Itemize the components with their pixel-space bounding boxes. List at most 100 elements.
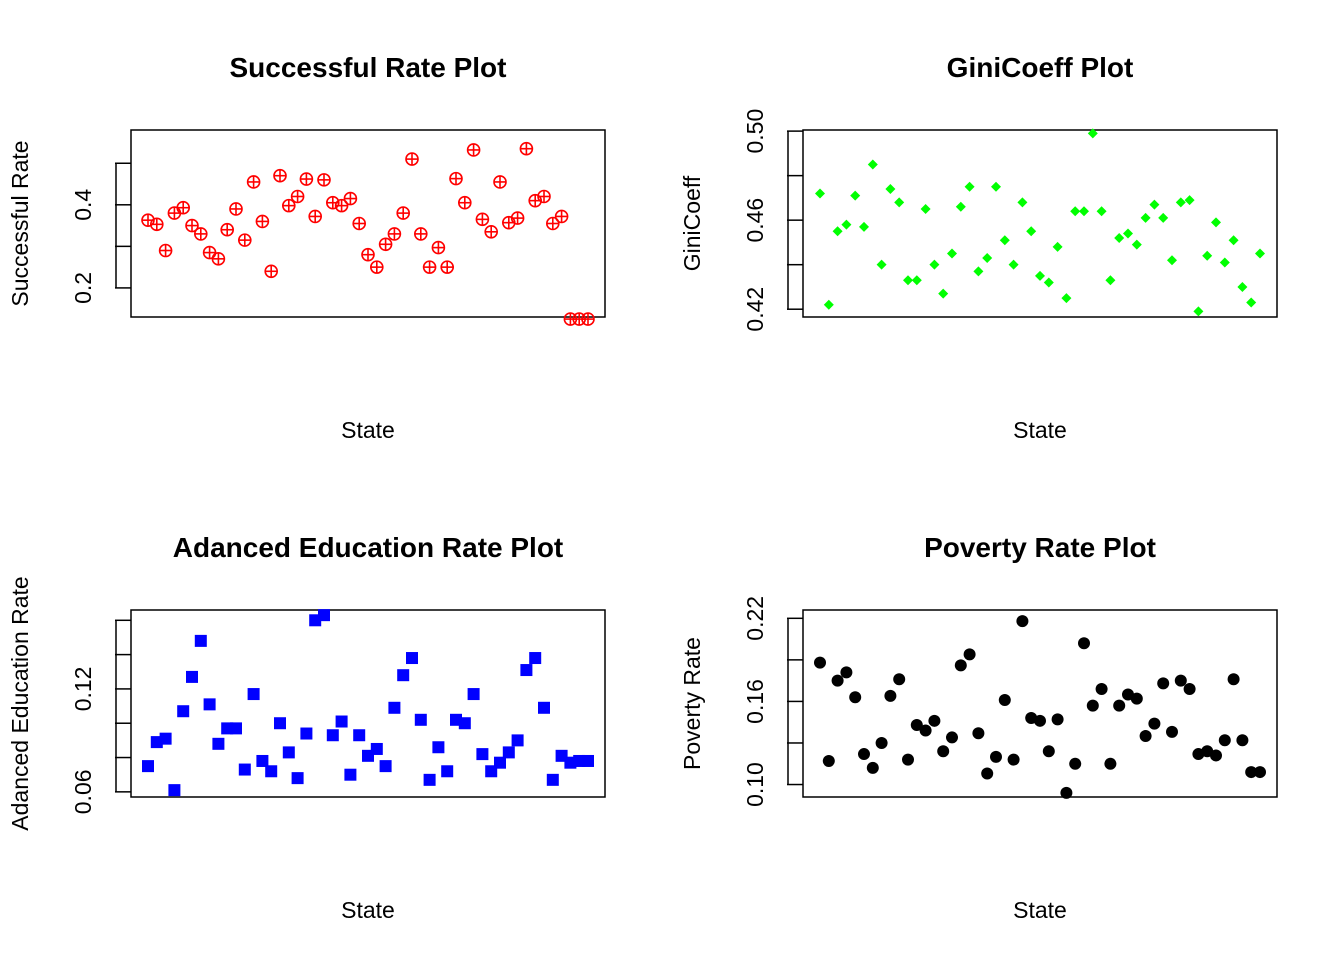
data-point — [1061, 293, 1072, 304]
data-point — [946, 731, 958, 744]
chart-panel-adanced-education-rate-plot: Adanced Education Rate Plot State Adanced … — [7, 532, 606, 923]
data-point — [1113, 699, 1126, 712]
data-point — [903, 275, 913, 286]
data-point — [981, 767, 994, 780]
data-point — [318, 609, 330, 622]
data-point — [911, 275, 922, 286]
data-point — [186, 670, 198, 683]
data-point — [510, 211, 525, 225]
plot-frame — [802, 609, 1278, 798]
data-point — [529, 652, 542, 665]
y-tick-label: 0.10 — [742, 762, 768, 807]
data-point — [1051, 713, 1064, 726]
data-point — [467, 688, 480, 701]
data-point — [168, 784, 181, 797]
data-point — [545, 216, 560, 231]
data-point — [1035, 270, 1045, 281]
data-point — [290, 189, 305, 204]
data-point — [300, 727, 313, 740]
data-point — [369, 260, 384, 274]
data-point — [238, 763, 251, 776]
data-point — [281, 198, 296, 213]
data-point — [291, 772, 304, 785]
data-point — [1148, 717, 1161, 730]
data-point — [475, 212, 490, 227]
data-point — [1095, 682, 1108, 695]
chart-title: Poverty Rate Plot — [924, 532, 1156, 563]
data-point — [177, 705, 190, 718]
data-point — [929, 259, 940, 270]
data-point — [519, 141, 534, 156]
data-point — [1078, 637, 1090, 650]
data-point — [520, 664, 533, 677]
data-point — [441, 765, 454, 778]
chart-title: GiniCoeff Plot — [947, 52, 1134, 83]
data-point — [982, 253, 993, 264]
data-point — [185, 218, 199, 233]
data-point — [973, 266, 984, 277]
chart-panel-poverty-rate-plot: Poverty Rate Plot State Poverty Rate 0.10 0.… — [679, 532, 1278, 923]
data-point — [1236, 734, 1249, 747]
x-axis-label: State — [341, 417, 395, 443]
data-point — [396, 206, 411, 220]
data-point — [511, 734, 524, 747]
data-point — [142, 760, 154, 773]
data-point — [1069, 757, 1082, 770]
data-point — [379, 760, 392, 773]
data-point — [1157, 677, 1170, 690]
data-point — [1007, 753, 1020, 766]
data-point — [840, 666, 853, 679]
data-point — [413, 227, 428, 241]
data-point — [1211, 217, 1221, 228]
data-point — [282, 746, 295, 759]
data-point — [158, 243, 173, 258]
data-point — [999, 235, 1010, 246]
data-point — [876, 259, 887, 270]
data-point — [1254, 766, 1266, 779]
data-point — [1158, 212, 1169, 223]
data-point — [850, 190, 861, 201]
data-point — [1114, 232, 1125, 243]
data-point — [273, 168, 287, 183]
data-point — [1210, 749, 1222, 762]
data-point — [202, 245, 217, 260]
data-point — [176, 200, 190, 215]
y-tick-label: 0.22 — [742, 596, 768, 641]
data-point — [894, 197, 905, 208]
data-point — [406, 652, 418, 665]
y-tick-label: 0.2 — [70, 272, 96, 304]
y-axis-label: Successful Rate — [7, 140, 33, 306]
y-axis-label: Adanced Education Rate — [7, 576, 33, 830]
x-axis-label: State — [1013, 897, 1067, 923]
y-tick-label: 0.4 — [70, 189, 96, 221]
data-point — [326, 729, 339, 742]
data-point — [388, 701, 401, 714]
data-point — [230, 722, 242, 735]
data-point — [1087, 128, 1098, 139]
data-point — [458, 717, 471, 730]
data-point — [1149, 199, 1160, 210]
data-point — [238, 233, 252, 247]
data-point — [212, 737, 225, 750]
data-point — [841, 219, 852, 230]
data-point — [815, 188, 825, 199]
data-point — [344, 768, 357, 781]
data-point — [582, 754, 594, 767]
data-point — [1070, 206, 1081, 217]
data-point — [1218, 734, 1231, 747]
data-point — [466, 143, 481, 157]
data-point — [1184, 195, 1195, 206]
data-point — [255, 214, 270, 229]
data-point — [1219, 257, 1230, 268]
data-point — [1123, 228, 1133, 239]
data-point — [1174, 674, 1187, 687]
x-axis-label: State — [341, 897, 395, 923]
data-point — [220, 222, 234, 237]
data-point — [920, 204, 931, 215]
data-point — [343, 191, 358, 206]
data-point — [211, 252, 226, 266]
data-point — [902, 753, 914, 766]
data-point — [1026, 226, 1037, 237]
data-point — [422, 260, 437, 274]
